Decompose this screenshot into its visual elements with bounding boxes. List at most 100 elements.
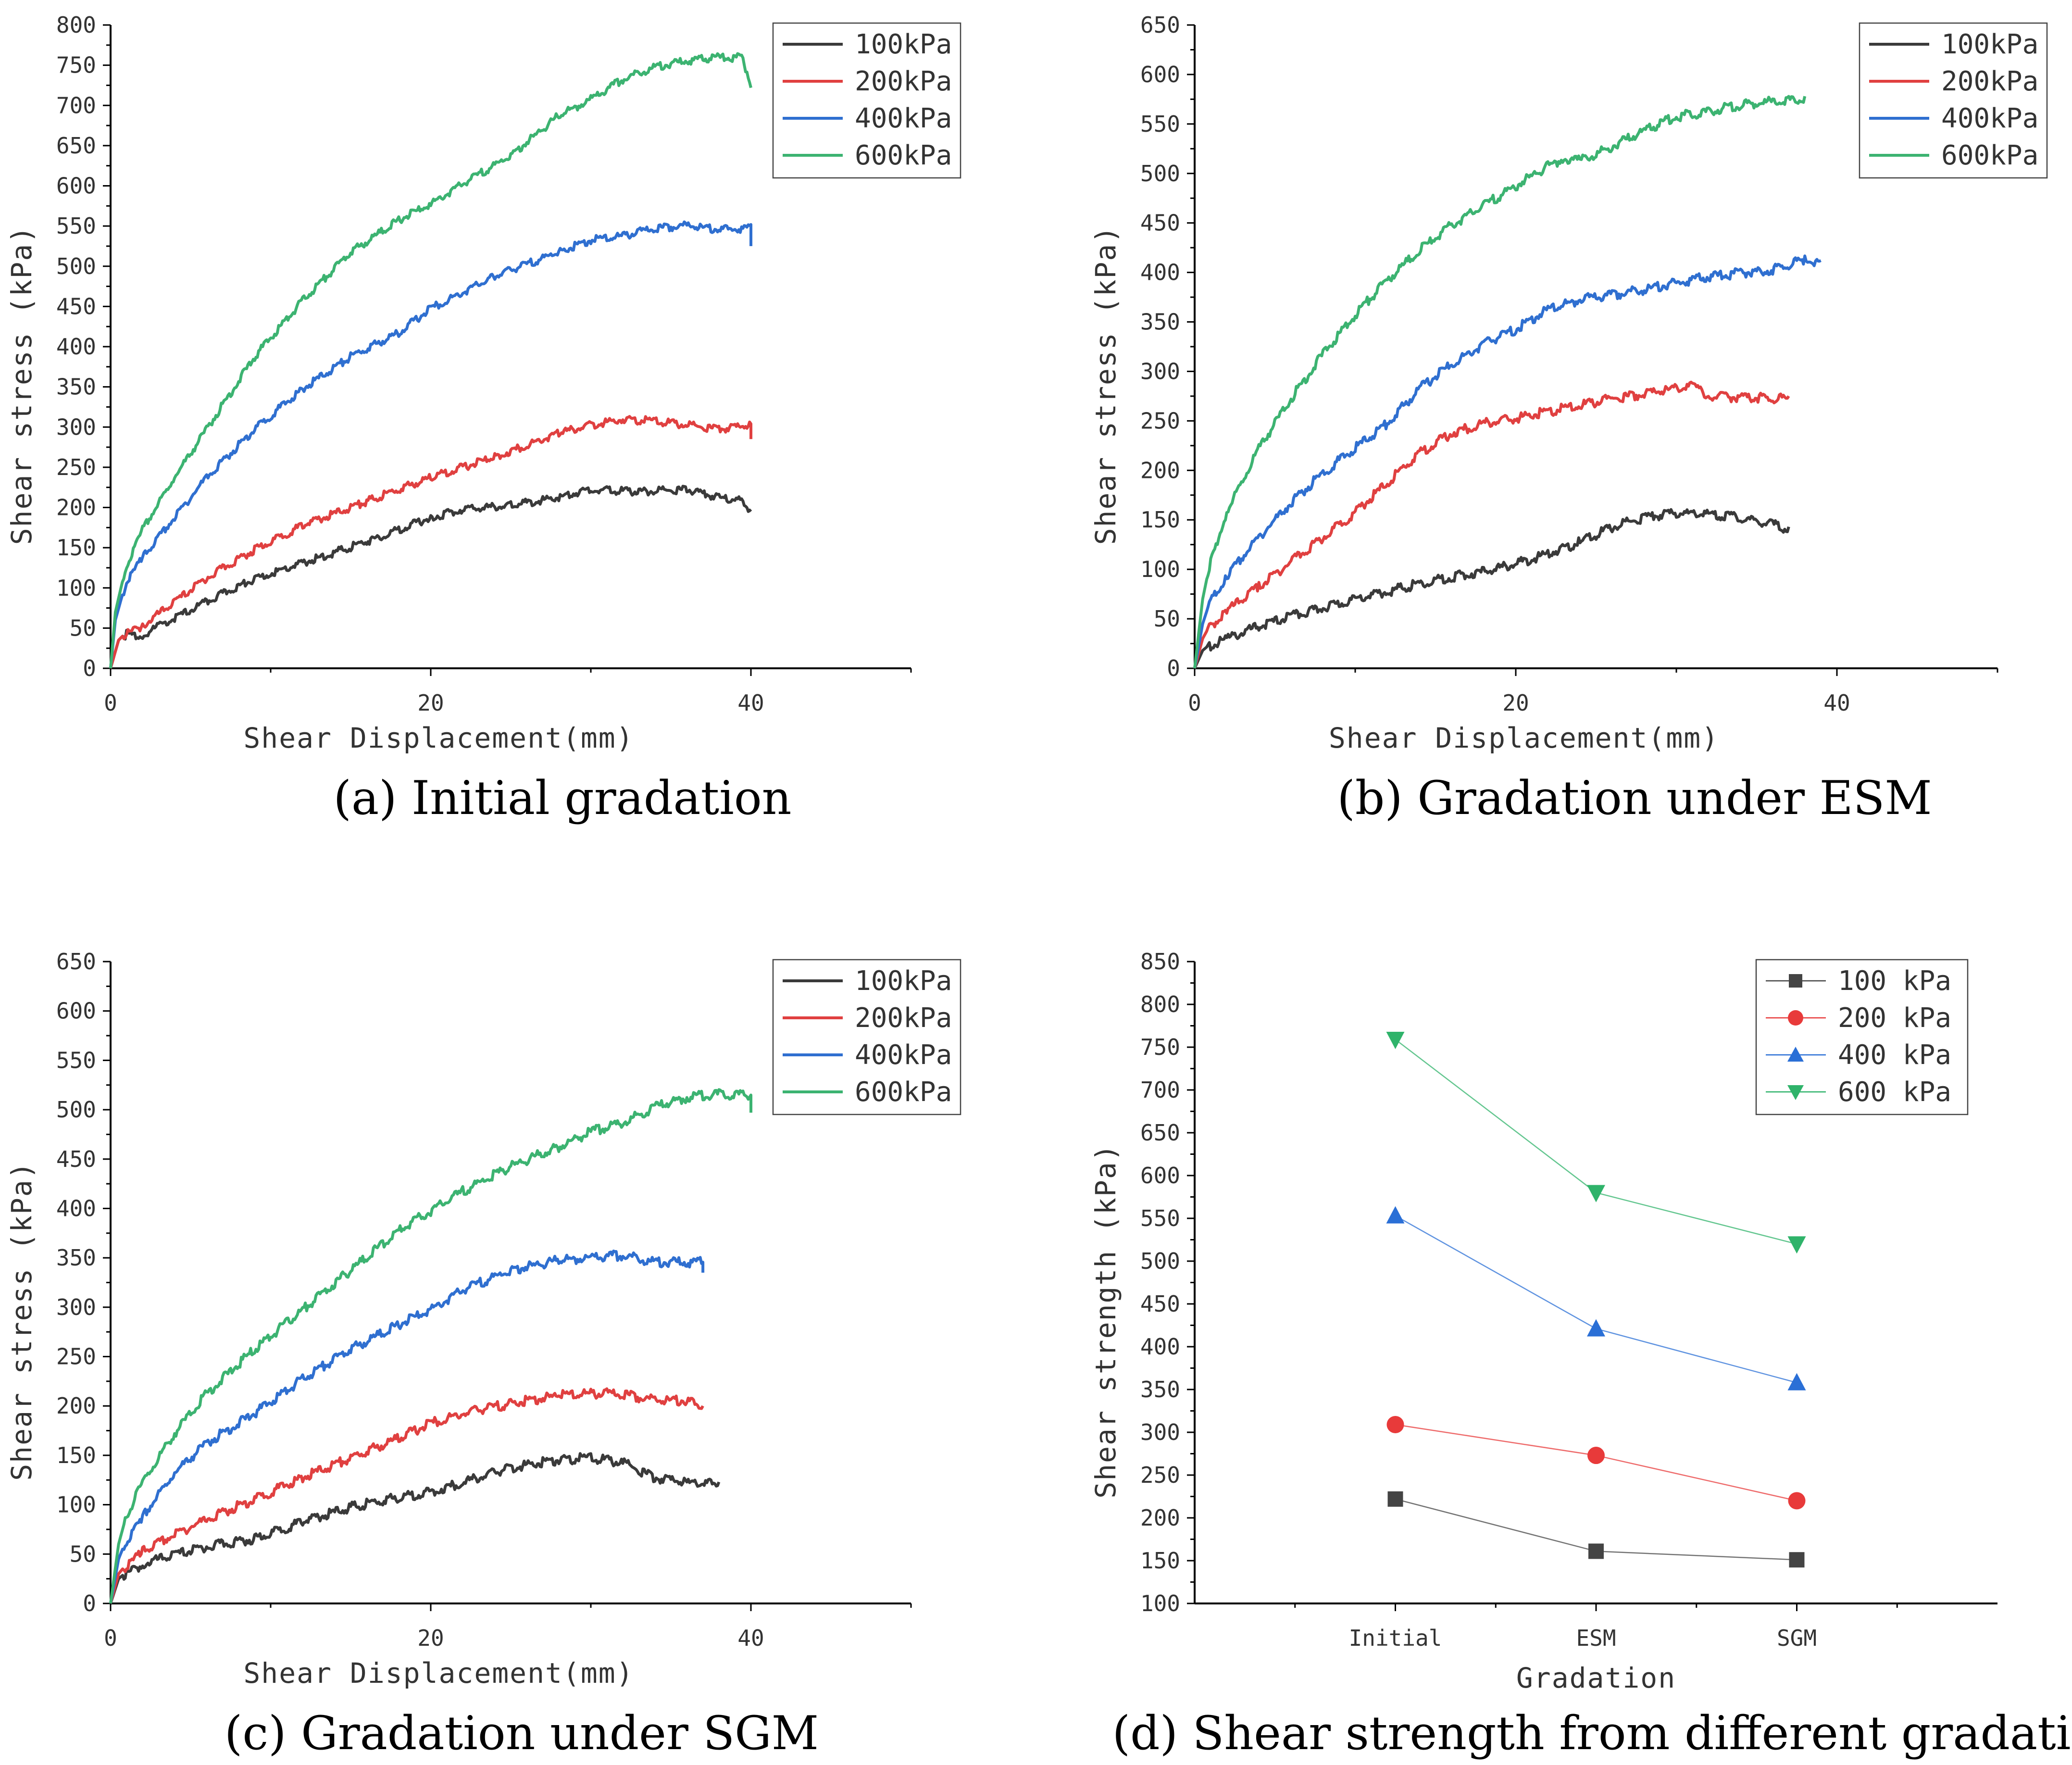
- y-tick-label: 500: [56, 1097, 96, 1123]
- legend-label: 100kPa: [1941, 29, 2038, 60]
- series-600kpa: [109, 1088, 752, 1604]
- y-tick-label: 800: [56, 12, 96, 38]
- x-axis-title: Shear Displacement(mm): [243, 1657, 634, 1690]
- y-tick-label: 100: [56, 575, 96, 601]
- series-600kpa: [1193, 95, 1807, 669]
- legend: 100kPa 200kPa 400kPa 600kPa: [1859, 22, 2048, 179]
- y-tick-label: 600: [56, 998, 96, 1024]
- series-400kpa: [1193, 254, 1822, 669]
- y-tick-label: 200: [1140, 1505, 1180, 1531]
- data-point: [1386, 1206, 1405, 1224]
- x-tick-label: 0: [1188, 690, 1201, 716]
- y-tick-label: 700: [56, 92, 96, 118]
- y-tick-label: 50: [70, 615, 96, 641]
- y-axis-title: Shear stress (kPa): [5, 225, 38, 545]
- legend-label: 200 kPa: [1838, 1002, 1951, 1034]
- series-line: [109, 220, 752, 669]
- series-line: [109, 1250, 705, 1604]
- y-tick-label: 300: [1140, 358, 1180, 384]
- y-axis-title: Shear stress (kPa): [1089, 225, 1122, 545]
- y-tick-label: 550: [56, 213, 96, 239]
- series-200kpa: [1386, 1415, 1806, 1510]
- y-tick-label: 800: [1140, 991, 1180, 1017]
- data-point: [1788, 1492, 1806, 1510]
- y-tick-label: 400: [56, 1195, 96, 1221]
- y-tick-label: 550: [56, 1047, 96, 1073]
- y-tick-label: 50: [1154, 606, 1180, 632]
- y-tick-label: 850: [1140, 949, 1180, 975]
- y-tick-label: 500: [56, 253, 96, 279]
- legend-marker: [1788, 1010, 1803, 1026]
- y-tick-label: 500: [1140, 161, 1180, 187]
- x-axis-title: Gradation: [1516, 1662, 1676, 1694]
- y-axis-title: Shear stress (kPa): [5, 1161, 38, 1481]
- x-tick-label: 0: [104, 1625, 117, 1651]
- y-tick-label: 0: [83, 1590, 96, 1616]
- legend-label: 400kPa: [1941, 103, 2038, 134]
- caption-d: (d) Shear strength from different gradat…: [1112, 1706, 2072, 1760]
- legend-marker: [1787, 1047, 1804, 1062]
- y-tick-label: 100: [1140, 1590, 1180, 1616]
- y-tick-label: 550: [1140, 1205, 1180, 1231]
- data-point: [1587, 1447, 1605, 1465]
- x-tick-label: 40: [737, 1625, 764, 1651]
- series-200kpa: [109, 415, 752, 669]
- series-100kpa: [1193, 508, 1790, 669]
- y-tick-label: 500: [1140, 1248, 1180, 1274]
- y-tick-label: 0: [1167, 655, 1180, 681]
- y-tick-label: 300: [56, 414, 96, 440]
- chart-panel-a: 0501001502002503003504004505005506006507…: [5, 12, 961, 754]
- y-tick-label: 300: [1140, 1419, 1180, 1445]
- legend-label: 400kPa: [855, 1039, 952, 1071]
- series-line: [1193, 508, 1790, 669]
- y-tick-label: 350: [1140, 1377, 1180, 1402]
- series-line: [1193, 254, 1822, 669]
- series-400kpa: [109, 220, 752, 669]
- legend-label: 100kPa: [855, 965, 952, 997]
- y-tick-label: 450: [1140, 210, 1180, 236]
- y-tick-label: 750: [1140, 1034, 1180, 1060]
- data-point: [1386, 1031, 1405, 1049]
- legend-label: 100 kPa: [1838, 965, 1951, 997]
- y-tick-label: 400: [56, 334, 96, 360]
- series-100kpa: [109, 1452, 721, 1604]
- legend-label: 600kPa: [855, 1077, 952, 1108]
- y-tick-label: 50: [70, 1541, 96, 1567]
- series-line: [109, 1088, 752, 1604]
- legend-label: 600kPa: [1941, 140, 2038, 171]
- y-tick-label: 550: [1140, 111, 1180, 137]
- series-line: [1193, 95, 1807, 669]
- data-point: [1587, 1319, 1605, 1337]
- series-line: [1193, 380, 1790, 669]
- legend-label: 600 kPa: [1838, 1077, 1951, 1108]
- caption-b: (b) Gradation under ESM: [1337, 771, 1932, 825]
- x-tick-label: 20: [417, 690, 444, 716]
- y-tick-label: 350: [56, 374, 96, 400]
- legend-label: 600kPa: [855, 140, 952, 171]
- series-line: [109, 1387, 704, 1604]
- series-line: [109, 1452, 721, 1604]
- x-tick-label: Initial: [1349, 1625, 1442, 1651]
- y-tick-label: 650: [56, 133, 96, 159]
- series-600kpa: [1386, 1031, 1806, 1254]
- y-tick-label: 200: [56, 495, 96, 521]
- series-200kpa: [109, 1387, 704, 1604]
- legend: 100 kPa 200 kPa 400 kPa 600 kPa: [1755, 959, 1969, 1115]
- y-tick-label: 350: [1140, 309, 1180, 335]
- y-tick-label: 150: [1140, 507, 1180, 533]
- series-line: [109, 415, 752, 669]
- caption-a: (a) Initial gradation: [333, 771, 791, 825]
- x-tick-label: 40: [737, 690, 764, 716]
- legend-box: [1859, 22, 2048, 179]
- series-100kpa: [1387, 1491, 1805, 1568]
- y-tick-label: 150: [56, 535, 96, 561]
- chart-panel-b: 0 50 100 150 200 250 300 350 400 450 500 550 600 650 0…: [1089, 12, 2048, 754]
- chart-panel-c: 0 50 100 150 200 250 300 350 400 450 500 550 600 650 0…: [5, 949, 961, 1690]
- y-tick-label: 400: [1140, 1334, 1180, 1360]
- y-tick-label: 100: [1140, 556, 1180, 582]
- legend-label: 400 kPa: [1838, 1039, 1951, 1071]
- y-tick-label: 450: [56, 1146, 96, 1172]
- legend-marker: [1787, 1085, 1804, 1100]
- y-tick-label: 450: [56, 293, 96, 319]
